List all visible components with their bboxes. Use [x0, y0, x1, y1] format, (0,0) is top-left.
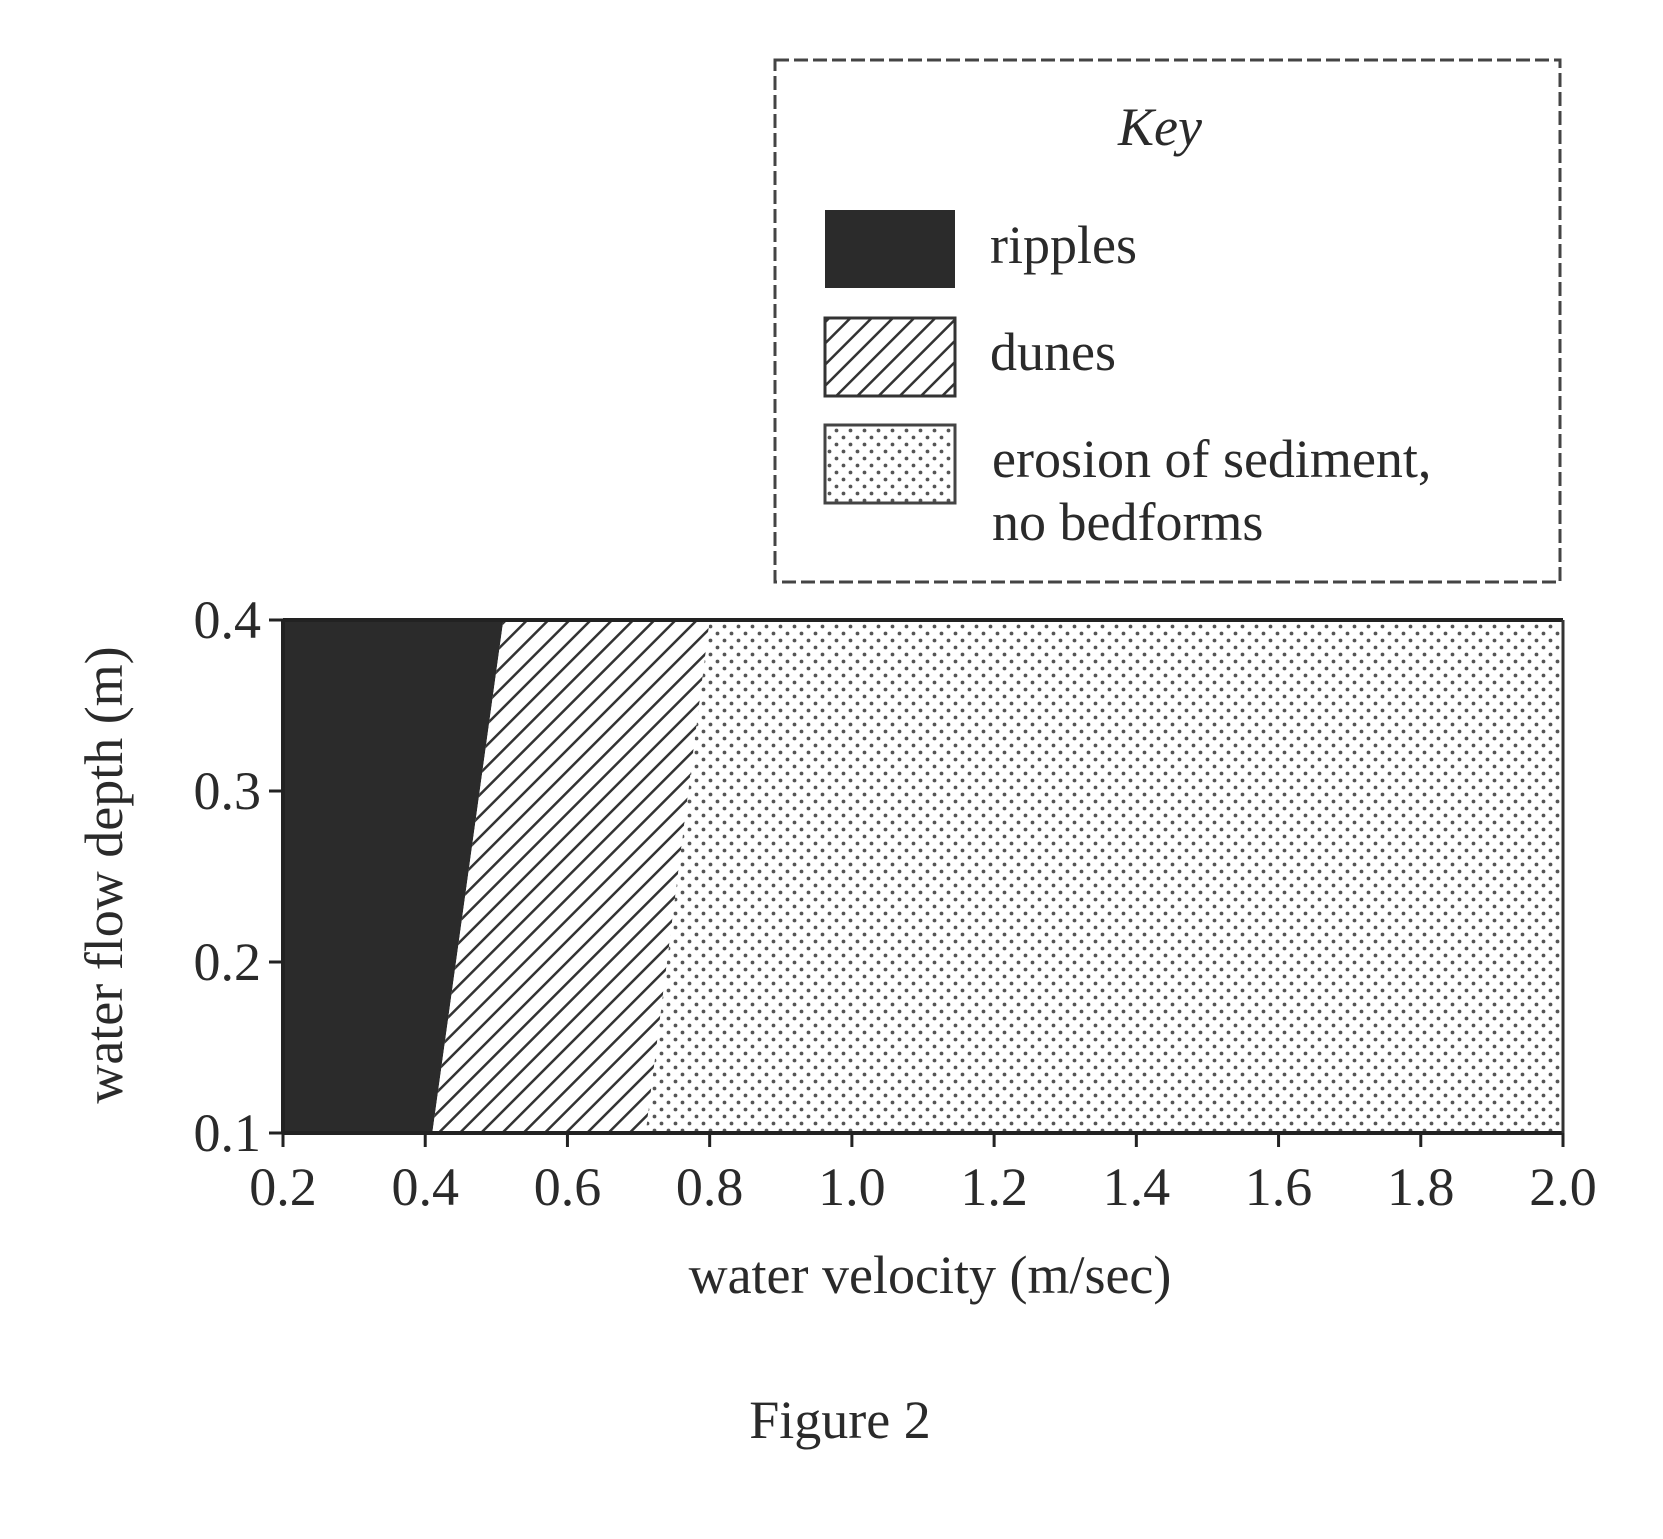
legend-label-erosion-line1: erosion of sediment,: [992, 429, 1431, 489]
legend-label-ripples: ripples: [990, 215, 1137, 275]
axes-layer: [281, 618, 1565, 1135]
y-tick-label: 0.2: [194, 932, 262, 992]
legend-swatch-dunes: [823, 316, 957, 398]
x-tick-label: 1.8: [1387, 1157, 1455, 1217]
ticks-layer: 0.2 0.4 0.6 0.8 1.0 1.2 1.4 1.6 1.8 2.00.10.20.30…: [194, 590, 1597, 1217]
x-tick-label: 0.4: [391, 1157, 459, 1217]
x-tick-label: 1.2: [960, 1157, 1028, 1217]
legend-swatch-erosion: [823, 423, 957, 505]
legend-entry-erosion: erosion of sediment, no bedforms: [823, 423, 1431, 552]
legend-entry-dunes: dunes: [823, 316, 1116, 398]
region-dunes: [432, 620, 710, 1133]
x-tick-label: 1.6: [1245, 1157, 1313, 1217]
legend-label-dunes: dunes: [990, 322, 1116, 382]
region-erosion: [645, 620, 1563, 1133]
x-axis-label: water velocity (m/sec): [689, 1245, 1172, 1305]
regions-layer: [283, 620, 1563, 1133]
legend-entry-ripples: ripples: [825, 210, 1137, 288]
x-tick-label: 1.0: [818, 1157, 886, 1217]
x-tick-label: 0.8: [676, 1157, 744, 1217]
legend-title: Key: [1117, 97, 1202, 157]
y-tick-label: 0.1: [194, 1103, 262, 1163]
region-ripples: [283, 620, 504, 1133]
x-tick-label: 1.4: [1103, 1157, 1171, 1217]
y-tick-label: 0.4: [194, 590, 262, 650]
legend-label-erosion-line2: no bedforms: [992, 492, 1263, 552]
legend: Key ripples dunes erosion of sediment, n…: [773, 58, 1562, 584]
x-tick-label: 0.6: [534, 1157, 602, 1217]
y-axis-label: water flow depth (m): [74, 646, 134, 1103]
x-tick-label: 2.0: [1529, 1157, 1597, 1217]
figure-caption: Figure 2: [749, 1390, 931, 1450]
x-tick-label: 0.2: [249, 1157, 317, 1217]
legend-swatch-ripples: [825, 210, 955, 288]
y-tick-label: 0.3: [194, 761, 262, 821]
